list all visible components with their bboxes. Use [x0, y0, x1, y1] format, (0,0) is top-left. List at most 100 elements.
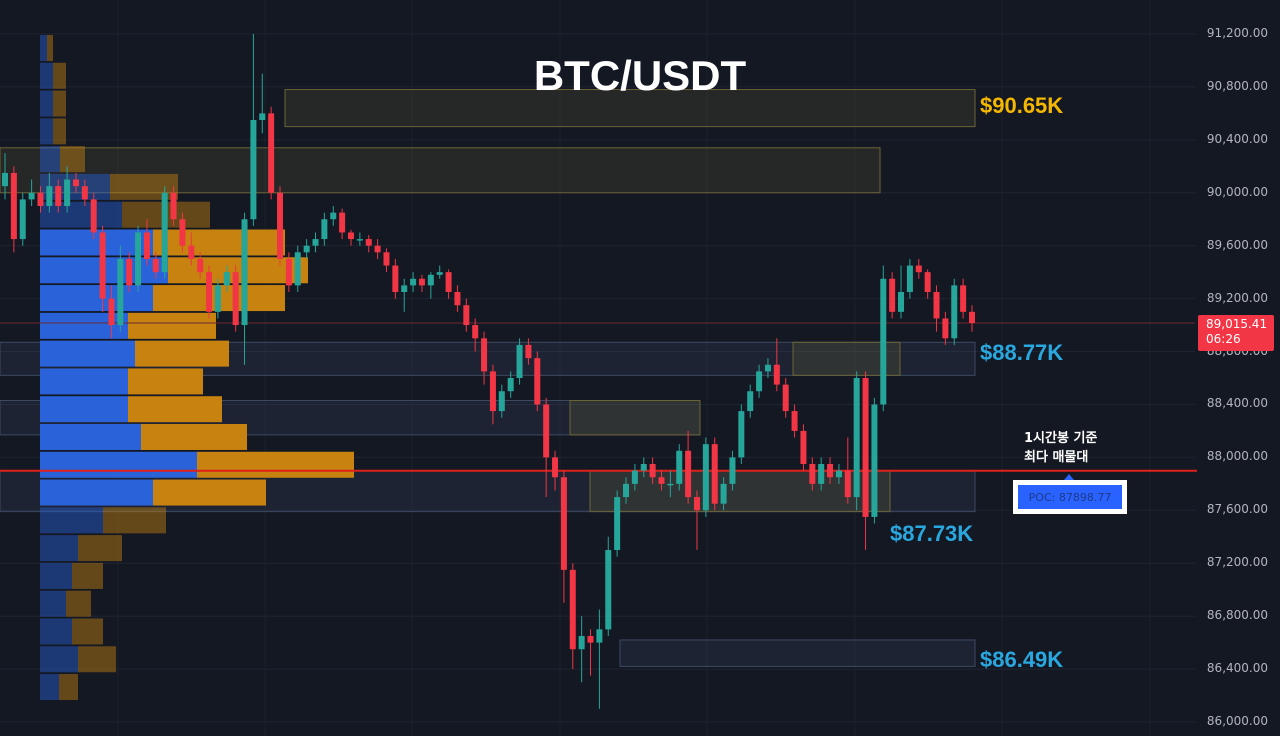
candle	[365, 235, 372, 253]
candle-body	[330, 212, 337, 220]
candle	[135, 225, 142, 292]
last-price-tag: 89,015.41 06:26	[1198, 315, 1274, 351]
candle-body	[365, 239, 372, 246]
candle	[729, 450, 736, 491]
volume-profile-buy-bar	[40, 535, 78, 562]
candle-body	[117, 258, 124, 326]
poc-arrow-icon	[1064, 474, 1074, 480]
candle-body	[392, 265, 399, 292]
zone-price-label: $90.65K	[980, 93, 1064, 118]
candle-body	[818, 464, 825, 484]
candle-body	[809, 464, 816, 484]
candle-body	[534, 358, 541, 405]
candle	[214, 278, 221, 319]
volume-profile-buy-bar	[40, 312, 128, 339]
candle-body	[347, 232, 354, 240]
candle	[862, 371, 869, 550]
candle-body	[853, 378, 860, 498]
volume-profile-buy-bar	[40, 90, 53, 117]
candle	[818, 457, 825, 491]
candle	[835, 464, 842, 484]
candle	[330, 206, 337, 226]
candle-body	[516, 344, 523, 378]
candle	[347, 229, 354, 246]
candle	[19, 192, 26, 246]
volume-profile-buy-bar	[40, 674, 59, 701]
candle	[844, 437, 851, 504]
price-zone-resistance	[0, 147, 881, 194]
candle	[241, 212, 248, 365]
candle	[658, 470, 665, 491]
candle-body	[800, 430, 807, 464]
candle-body	[631, 470, 638, 484]
volume-profile-buy-bar	[40, 590, 66, 617]
candle-body	[844, 470, 851, 498]
candle-body	[339, 212, 346, 233]
volume-profile-sell-bar	[110, 173, 178, 200]
candle-body	[791, 411, 798, 431]
candle-body	[135, 232, 142, 286]
candle	[418, 274, 425, 292]
candle	[321, 212, 328, 246]
candle	[37, 186, 44, 213]
candle	[534, 351, 541, 412]
candle-body	[436, 272, 443, 275]
candle-body	[871, 404, 878, 517]
candle-body	[188, 245, 195, 259]
candle-body	[587, 636, 594, 643]
candle	[747, 384, 754, 418]
candle-body	[268, 113, 275, 193]
price-axis-tick: 86,000.00	[1206, 714, 1268, 728]
volume-profile-sell-bar	[60, 146, 85, 173]
candle	[640, 457, 647, 478]
price-zone-resistance	[284, 89, 976, 128]
candle-body	[569, 569, 576, 650]
candle-body	[578, 636, 585, 650]
candle-body	[374, 245, 381, 253]
candle	[427, 272, 434, 299]
volume-profile-sell-bar	[53, 90, 66, 117]
candle-body	[206, 272, 213, 312]
candle	[525, 338, 532, 365]
candle	[702, 437, 709, 517]
candle	[81, 179, 88, 206]
candle-body	[46, 186, 53, 206]
candle	[436, 265, 443, 279]
volume-profile-sell-bar	[197, 451, 354, 478]
candle	[188, 232, 195, 266]
candle-body	[898, 292, 905, 312]
candle	[46, 172, 53, 213]
candle-body	[835, 470, 842, 478]
candle	[960, 278, 967, 319]
volume-profile-sell-bar	[128, 396, 222, 423]
volume-profile-sell-bar	[59, 674, 78, 701]
candle	[472, 318, 479, 352]
candle	[711, 437, 718, 511]
candle	[117, 245, 124, 332]
volume-profile-sell-bar	[66, 590, 91, 617]
candle-body	[711, 444, 718, 504]
volume-profile-sell-bar	[128, 312, 216, 339]
candle-countdown: 06:26	[1206, 332, 1241, 346]
candle-body	[312, 239, 319, 246]
price-axis-tick: 89,200.00	[1206, 290, 1268, 305]
candle-body	[747, 391, 754, 412]
candle-body	[933, 292, 940, 319]
candle	[55, 179, 62, 213]
candle	[383, 248, 390, 273]
candle	[268, 106, 275, 200]
candle	[498, 384, 505, 418]
price-axis-tick: 86,400.00	[1206, 661, 1268, 676]
volume-profile-sell-bar	[47, 35, 53, 61]
candle-body	[969, 311, 975, 324]
candle-body	[649, 464, 656, 478]
volume-profile-buy-bar	[40, 507, 103, 534]
candle	[880, 265, 887, 412]
candle-body	[454, 292, 461, 306]
price-axis-tick: 88,000.00	[1206, 449, 1268, 464]
volume-profile-sell-bar	[103, 507, 166, 534]
candle-body	[143, 232, 150, 259]
candle	[924, 269, 931, 299]
candle-body	[915, 265, 922, 273]
